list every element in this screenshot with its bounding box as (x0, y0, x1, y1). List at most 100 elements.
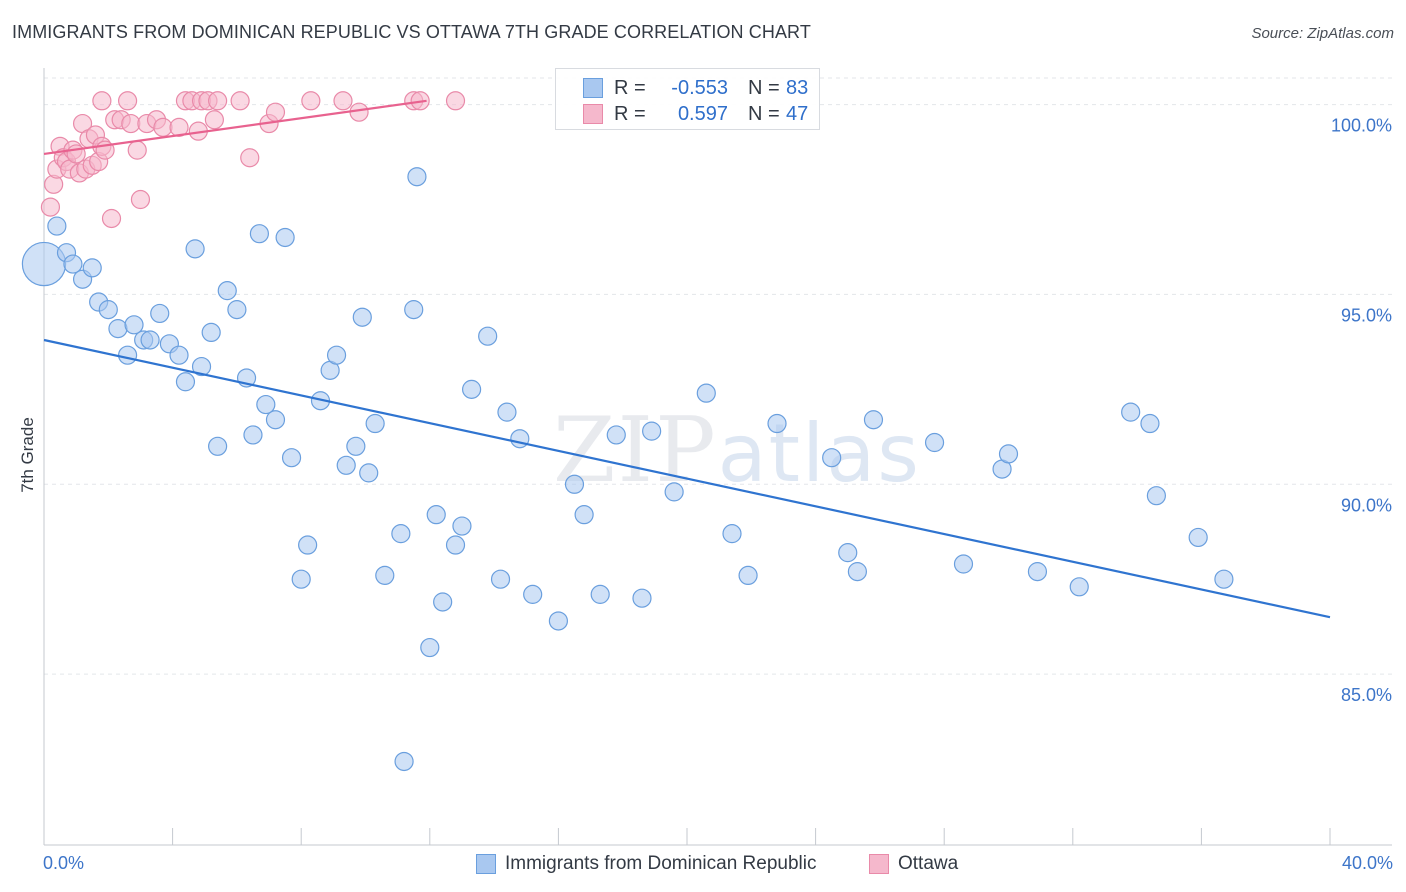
point-blue (767, 413, 787, 434)
point-pink (349, 102, 369, 122)
point-blue (336, 455, 356, 475)
legend-swatch-pink (583, 104, 603, 124)
point-blue (407, 167, 427, 187)
point-blue (359, 463, 379, 483)
point-blue (375, 565, 395, 586)
series-legend-pink[interactable]: Ottawa (869, 851, 958, 877)
point-pink (92, 91, 112, 111)
point-pink (117, 91, 138, 111)
point-blue (256, 394, 276, 415)
point-blue (998, 444, 1019, 464)
x-tick-label: 40.0% (1342, 853, 1393, 873)
point-blue (82, 258, 102, 278)
point-blue (1214, 569, 1234, 589)
point-blue (738, 565, 758, 586)
legend-row-blue: R = -0.553 N = 83 (556, 76, 808, 100)
point-blue (574, 505, 594, 525)
series-label-pink: Ottawa (898, 853, 959, 874)
legend-r-value: 0.597 (677, 102, 728, 125)
point-blue (490, 569, 511, 589)
legend-swatch-blue (583, 78, 603, 98)
point-pink (127, 140, 147, 160)
point-blue (404, 300, 424, 320)
point-blue (722, 524, 742, 544)
point-blue (847, 562, 867, 582)
point-blue (1027, 562, 1048, 582)
point-blue (478, 326, 498, 346)
point-blue (249, 224, 270, 244)
point-pink (169, 117, 189, 137)
point-blue (606, 425, 626, 445)
point-blue (445, 535, 466, 555)
point-blue (201, 322, 221, 343)
point-blue (696, 383, 716, 403)
point-blue (243, 425, 263, 445)
point-blue (838, 543, 858, 563)
y-tick-label: 95.0% (1341, 305, 1392, 325)
series-label-blue: Immigrants from Dominican Republic (505, 853, 817, 874)
point-blue (208, 436, 228, 456)
legend-n-label: N = (748, 76, 780, 99)
point-pink (445, 91, 466, 111)
point-blue (452, 516, 472, 536)
legend-n-value: 83 (786, 76, 809, 99)
point-blue (365, 413, 385, 434)
y-axis-label: 7th Grade (18, 417, 37, 493)
point-blue (265, 410, 286, 430)
point-pink (265, 102, 286, 122)
chart-title: IMMIGRANTS FROM DOMINICAN REPUBLIC VS OT… (12, 22, 811, 42)
y-tick-label: 100.0% (1331, 116, 1392, 136)
series-legend-blue[interactable]: Immigrants from Dominican Republic (476, 851, 817, 877)
point-pink (301, 91, 321, 111)
point-blue (548, 611, 569, 631)
point-blue (590, 584, 610, 604)
point-blue (461, 379, 482, 399)
point-blue (352, 307, 372, 327)
point-pink (121, 113, 141, 134)
point-pink (240, 148, 260, 168)
point-blue (217, 281, 237, 301)
point-pink (153, 117, 173, 137)
series-swatch-pink (869, 854, 889, 874)
legend-row-pink: R = 0.597 N = 47 (556, 102, 808, 126)
point-blue (523, 584, 543, 604)
point-pink (130, 189, 151, 210)
point-blue (191, 356, 212, 377)
point-blue (391, 524, 411, 544)
point-blue (1140, 413, 1160, 434)
point-blue (150, 303, 170, 324)
point-blue (564, 474, 585, 494)
point-blue (63, 254, 83, 274)
point-blue (98, 300, 118, 320)
point-blue (497, 402, 517, 422)
point-blue (822, 448, 842, 468)
point-blue (291, 569, 311, 589)
legend-n-value: 47 (786, 102, 809, 125)
point-pink (208, 91, 228, 111)
point-blue (346, 436, 366, 456)
point-blue (924, 432, 945, 453)
point-blue (1121, 402, 1141, 422)
point-blue (117, 345, 138, 365)
point-blue (420, 637, 440, 658)
point-blue (953, 554, 974, 574)
point-blue (664, 482, 684, 502)
point-pink (204, 110, 224, 130)
point-blue (433, 592, 453, 612)
legend-r-label: R = (614, 76, 646, 99)
point-blue (426, 505, 446, 525)
point-pink (40, 197, 61, 217)
legend-r-value: -0.553 (671, 76, 728, 99)
point-blue (632, 588, 652, 608)
point-pink (230, 91, 250, 111)
source-credit[interactable]: Source: ZipAtlas.com (1251, 25, 1394, 42)
point-blue (863, 410, 884, 430)
point-blue (642, 421, 662, 441)
point-pink (333, 91, 353, 111)
point-pink (101, 208, 122, 229)
point-blue (298, 535, 318, 555)
legend-n-label: N = (748, 102, 780, 125)
point-blue (326, 345, 347, 365)
point-blue (1069, 577, 1089, 597)
